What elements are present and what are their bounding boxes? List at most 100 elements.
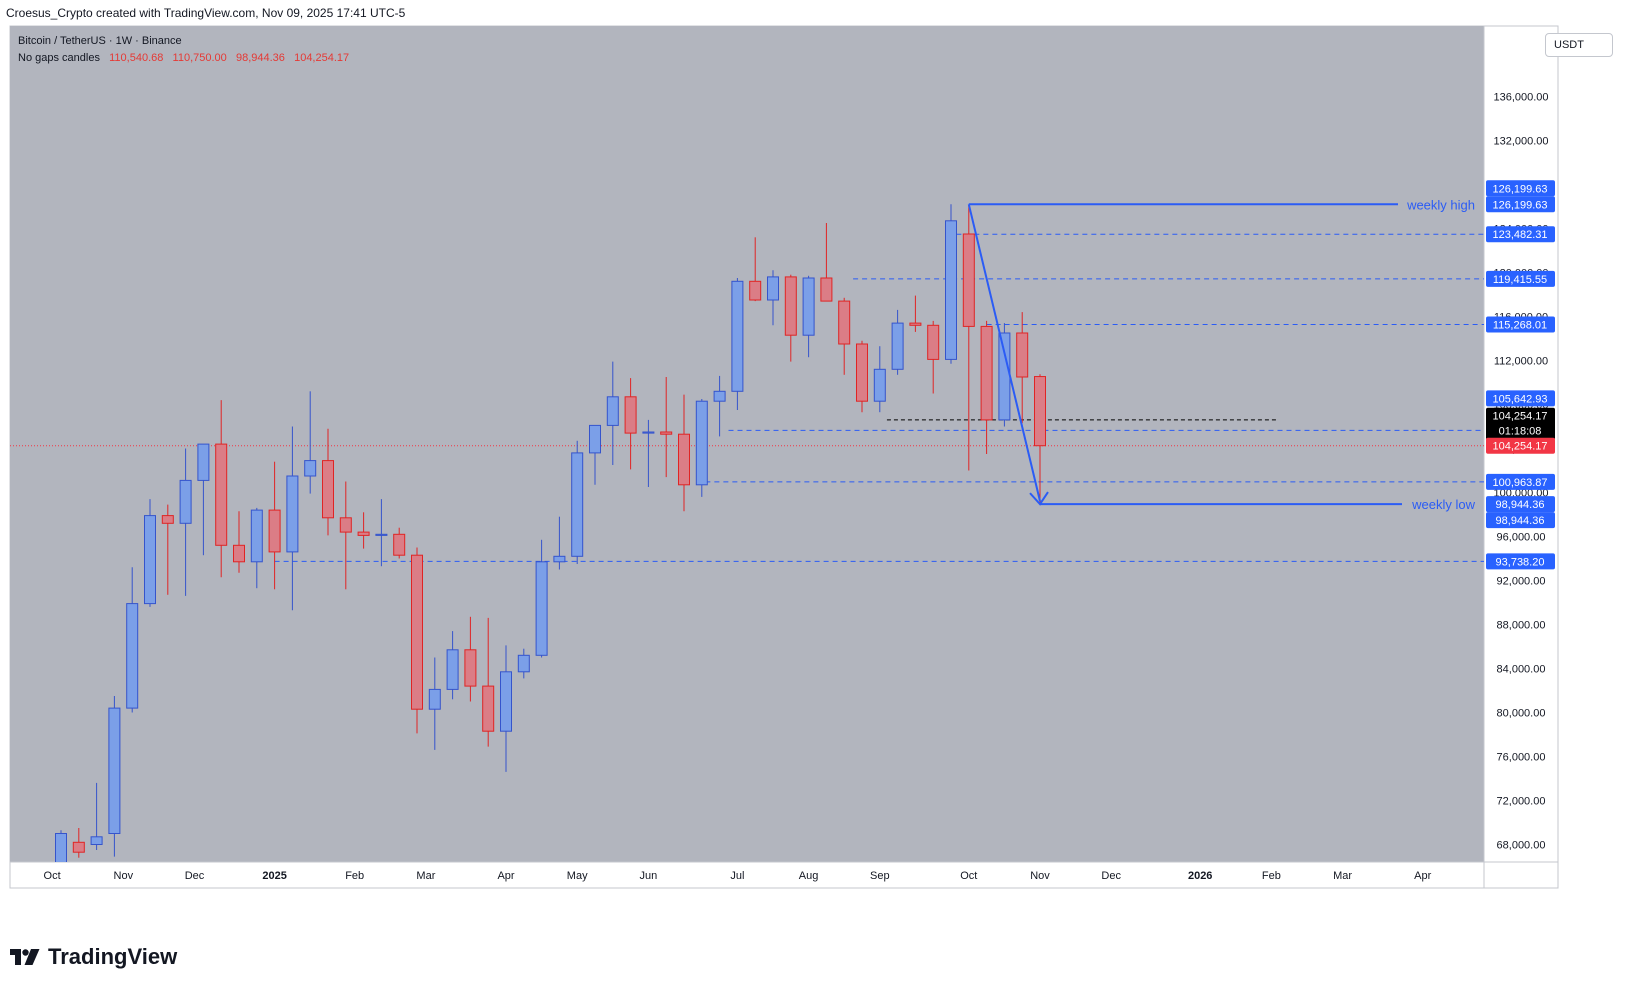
price-tick-label: 72,000.00: [1497, 796, 1546, 808]
price-badge: 126,199.63: [1486, 196, 1555, 213]
tradingview-logo[interactable]: TradingView: [10, 944, 177, 970]
price-badge: 100,963.87: [1486, 473, 1555, 490]
candle: [339, 481, 352, 590]
candle: [1034, 374, 1046, 505]
candle: [945, 204, 957, 364]
price-tick-label: 76,000.00: [1497, 752, 1546, 764]
time-tick-label: Dec: [1101, 870, 1121, 882]
candle-body: [784, 276, 797, 336]
price-tick-label: 112,000.00: [1494, 356, 1548, 368]
candle: [962, 205, 975, 471]
candle-body: [1034, 376, 1046, 447]
candle-body: [517, 654, 530, 673]
price-badge-text: 126,199.63: [1492, 199, 1547, 211]
candle: [873, 346, 886, 413]
candle: [126, 567, 139, 713]
candle: [304, 391, 317, 494]
candle: [856, 340, 868, 413]
time-tick-label: Jul: [730, 870, 744, 882]
candle: [55, 830, 67, 862]
candle-body: [322, 460, 334, 519]
plot-pane: weekly high weekly low: [10, 197, 1484, 862]
brand-name: TradingView: [48, 944, 178, 969]
symbol-legend[interactable]: Bitcoin / TetherUS · 1W · Binance: [18, 35, 182, 47]
price-badge-bg: [1486, 512, 1555, 529]
price-badge-bg: [1486, 316, 1555, 333]
price-badge-text: 123,482.31: [1492, 229, 1547, 241]
candle-body: [464, 649, 477, 687]
candle: [802, 275, 815, 358]
candle: [891, 309, 904, 375]
candle-body: [624, 396, 637, 434]
candle: [660, 377, 673, 478]
time-tick-label: Aug: [799, 870, 819, 882]
candle: [357, 512, 370, 549]
candle-body: [838, 300, 851, 345]
price-tick-label: 88,000.00: [1497, 620, 1546, 632]
candle-body: [304, 460, 317, 477]
price-badge: 126,199.63: [1486, 180, 1555, 197]
currency-button[interactable]: USDT: [1545, 33, 1613, 57]
price-badge-bg: [1486, 407, 1555, 440]
price-badge: 115,268.01: [1486, 316, 1555, 333]
price-badge-bg: [1486, 196, 1555, 213]
tradingview-logo-icon: [10, 949, 40, 965]
price-badge-text: 105,642.93: [1492, 393, 1547, 405]
price-tick-label: 80,000.00: [1497, 708, 1546, 720]
price-badge: 98,944.36: [1486, 496, 1555, 513]
price-badge-bg: [1486, 270, 1555, 287]
candle: [72, 828, 85, 858]
candle-body: [660, 431, 673, 435]
price-badge: 119,415.55: [1486, 270, 1555, 287]
candle: [784, 274, 797, 362]
price-tick-label: 136,000.00: [1493, 92, 1548, 104]
price-badge: 104,254.17 01:18:08: [1486, 407, 1555, 440]
candle: [250, 507, 263, 589]
candle-body: [268, 509, 281, 553]
candle-body: [161, 515, 174, 524]
attribution-text: Croesus_Crypto created with TradingView.…: [6, 6, 406, 20]
candle-body: [731, 280, 744, 392]
candle: [428, 657, 441, 750]
candle: [500, 645, 512, 772]
price-badge-bg: [1486, 496, 1555, 513]
candle: [713, 375, 726, 437]
price-badge-text: 98,944.36: [1496, 515, 1545, 527]
trend-arrow-line: [967, 204, 1041, 502]
candle: [233, 511, 245, 573]
candle-body: [72, 841, 85, 853]
candle-body: [571, 452, 584, 557]
time-tick-label: Sep: [870, 870, 890, 882]
price-badge-text: 104,254.17: [1492, 411, 1547, 423]
candle-body: [980, 325, 993, 421]
candle-body: [927, 324, 940, 360]
price-badge: 98,944.36: [1486, 512, 1555, 529]
candle-body: [500, 671, 512, 732]
price-badge-bg: [1486, 473, 1555, 490]
candle-body: [393, 533, 406, 556]
candle: [624, 378, 637, 470]
time-tick-label: Oct: [960, 870, 977, 882]
time-tick-label: Jun: [640, 870, 658, 882]
candle-body: [286, 475, 299, 553]
candle: [215, 400, 228, 578]
candle: [767, 270, 779, 326]
candle-body: [945, 220, 957, 360]
candle: [731, 278, 744, 410]
candle-body: [250, 509, 263, 563]
candle-body: [90, 836, 103, 845]
countdown-text: 01:18:08: [1499, 426, 1542, 438]
candle: [1016, 312, 1029, 424]
candle-body: [606, 396, 619, 426]
time-tick-label: 2025: [262, 870, 286, 882]
candle: [268, 461, 281, 590]
candle-type-label: No gaps candles: [18, 52, 100, 64]
trend-arrow-head: [1029, 491, 1049, 506]
candle-body: [446, 649, 459, 690]
candle-body: [197, 443, 210, 481]
candle: [161, 504, 174, 595]
time-tick-label: Apr: [1414, 870, 1431, 882]
time-tick-label: Oct: [44, 870, 61, 882]
time-tick-label: Mar: [416, 870, 435, 882]
